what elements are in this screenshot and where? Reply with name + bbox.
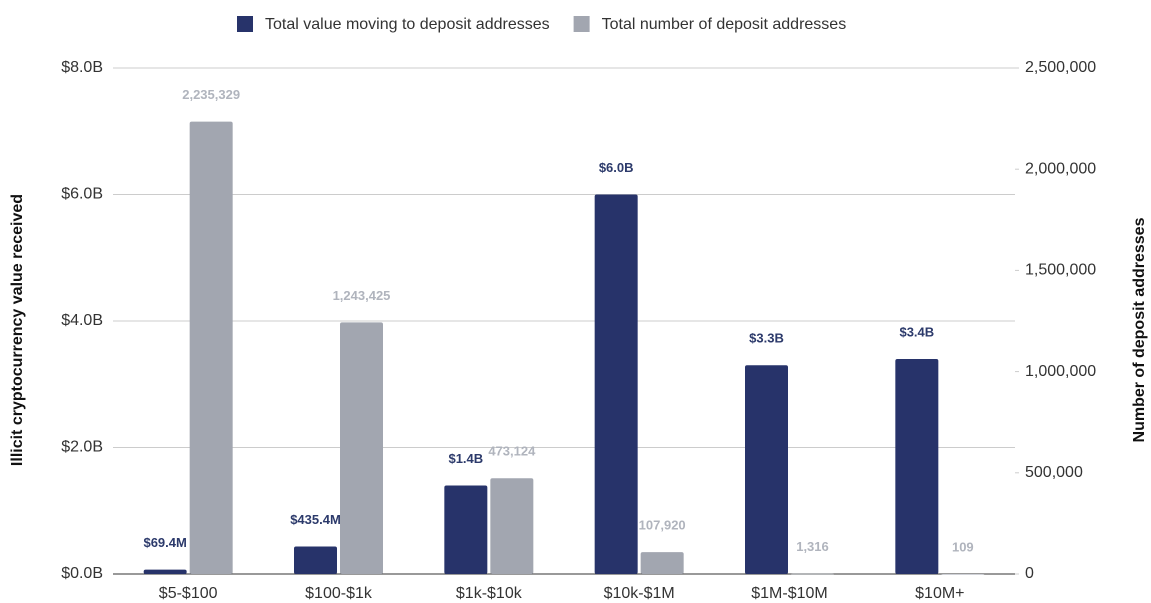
bar xyxy=(143,569,187,574)
y-tick-label: $0.0B xyxy=(61,565,103,582)
value-label: $3.4B xyxy=(899,324,934,339)
y-tick-label: $2.0B xyxy=(61,439,103,456)
value-label: 1,243,425 xyxy=(333,288,391,303)
value-label: $6.0B xyxy=(599,160,634,175)
bar xyxy=(895,358,939,574)
value-label: $435.4M xyxy=(290,512,341,527)
bar xyxy=(490,478,534,574)
y-axis-title: Illicit cryptocurrency value received xyxy=(9,194,26,466)
value-label: $1.4B xyxy=(448,451,483,466)
value-label: $69.4M xyxy=(143,535,186,550)
bar xyxy=(340,322,383,574)
y2-tick-label: 2,500,000 xyxy=(1025,59,1096,76)
value-label: 2,235,329 xyxy=(182,87,240,102)
legend-label: Total value moving to deposit addresses xyxy=(265,16,550,33)
value-label: 473,124 xyxy=(488,444,536,459)
y-tick-label: $8.0B xyxy=(61,59,103,76)
y2-tick-label: 0 xyxy=(1025,565,1034,582)
x-tick-label: $100-$1k xyxy=(305,585,373,602)
bar xyxy=(444,485,488,574)
x-tick-label: $1k-$10k xyxy=(456,585,523,602)
y2-tick-label: 1,500,000 xyxy=(1025,262,1096,279)
bar xyxy=(594,194,638,574)
x-tick-label: $10M+ xyxy=(915,585,964,602)
value-label: 109 xyxy=(952,539,974,554)
value-label: $3.3B xyxy=(749,331,784,346)
x-tick-label: $5-$100 xyxy=(159,585,218,602)
legend-swatch xyxy=(237,16,253,32)
x-tick-label: $10k-$1M xyxy=(604,585,675,602)
y2-tick-label: 2,000,000 xyxy=(1025,160,1096,177)
bar xyxy=(791,573,834,575)
y2-tick-label: 500,000 xyxy=(1025,464,1083,481)
legend-swatch xyxy=(573,16,590,32)
bar xyxy=(941,573,985,575)
y2-tick-label: 1,000,000 xyxy=(1025,363,1096,380)
bar xyxy=(640,552,684,574)
y2-axis-title: Number of deposit addresses xyxy=(1131,217,1148,442)
bar xyxy=(745,365,788,574)
y-tick-label: $6.0B xyxy=(61,186,103,203)
value-label: 1,316 xyxy=(796,539,829,554)
legend-label: Total number of deposit addresses xyxy=(602,16,847,33)
bar xyxy=(189,121,233,575)
bar xyxy=(294,546,337,574)
value-label: 107,920 xyxy=(639,518,686,533)
y-tick-label: $4.0B xyxy=(61,312,103,329)
x-tick-label: $1M-$10M xyxy=(751,585,827,602)
